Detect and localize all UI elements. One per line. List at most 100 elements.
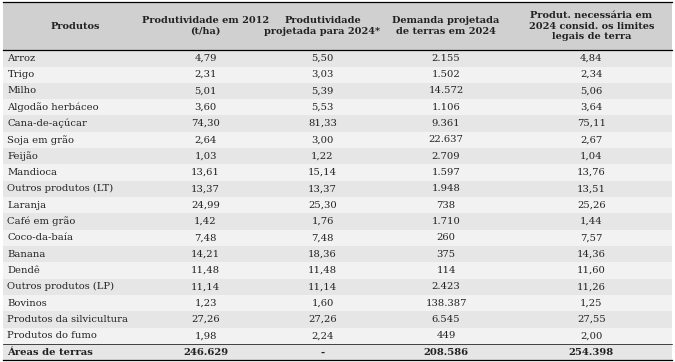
Text: Feijão: Feijão: [7, 151, 38, 161]
Text: 24,99: 24,99: [191, 201, 220, 210]
Text: Produtos: Produtos: [51, 21, 100, 30]
Text: 1.948: 1.948: [431, 184, 460, 193]
Text: 2,67: 2,67: [580, 135, 603, 144]
Text: 13,76: 13,76: [577, 168, 605, 177]
Text: Coco-da-baía: Coco-da-baía: [7, 233, 74, 242]
Text: 14,36: 14,36: [577, 250, 606, 258]
Text: 9.361: 9.361: [432, 119, 460, 128]
Bar: [3, 262, 672, 279]
Text: 1.502: 1.502: [432, 70, 460, 79]
Text: Cana-de-açúcar: Cana-de-açúcar: [7, 119, 87, 129]
Text: 1,22: 1,22: [311, 152, 333, 161]
Text: 11,48: 11,48: [191, 266, 220, 275]
Text: 18,36: 18,36: [308, 250, 337, 258]
Text: 13,51: 13,51: [577, 184, 606, 193]
Text: 5,53: 5,53: [311, 103, 333, 112]
Text: 13,37: 13,37: [308, 184, 337, 193]
Text: 1.710: 1.710: [431, 217, 460, 226]
Bar: [3, 50, 672, 67]
Text: 3,60: 3,60: [194, 103, 217, 112]
Text: Banana: Banana: [7, 250, 46, 258]
Text: 1.106: 1.106: [432, 103, 460, 112]
Text: 1,42: 1,42: [194, 217, 217, 226]
Text: 449: 449: [437, 331, 456, 340]
Text: 14,21: 14,21: [191, 250, 220, 258]
Text: Outros produtos (LT): Outros produtos (LT): [7, 184, 113, 193]
Bar: [3, 148, 672, 164]
Text: 254.398: 254.398: [569, 348, 614, 357]
Text: 138.387: 138.387: [425, 299, 467, 308]
Text: Demanda projetada
de terras em 2024: Demanda projetada de terras em 2024: [392, 16, 500, 36]
Text: 4,79: 4,79: [194, 54, 217, 63]
Text: 27,26: 27,26: [191, 315, 220, 324]
Text: 208.586: 208.586: [423, 348, 468, 357]
Text: 7,48: 7,48: [194, 233, 217, 242]
Text: 11,14: 11,14: [308, 282, 337, 291]
Text: 74,30: 74,30: [191, 119, 220, 128]
Text: 75,11: 75,11: [577, 119, 606, 128]
Text: 22.637: 22.637: [429, 135, 464, 144]
Text: 2.709: 2.709: [432, 152, 460, 161]
Text: 27,26: 27,26: [308, 315, 337, 324]
Text: Produtividade
projetada para 2024*: Produtividade projetada para 2024*: [265, 16, 381, 36]
Text: 5,50: 5,50: [311, 54, 333, 63]
Bar: [3, 230, 672, 246]
Text: 375: 375: [437, 250, 456, 258]
Text: Mandioca: Mandioca: [7, 168, 57, 177]
Bar: [3, 295, 672, 311]
Text: 2,64: 2,64: [194, 135, 217, 144]
Text: 25,30: 25,30: [308, 201, 337, 210]
Text: Café em grão: Café em grão: [7, 216, 76, 226]
Text: 5,06: 5,06: [580, 87, 603, 96]
Text: -: -: [321, 348, 325, 357]
Text: 1,76: 1,76: [311, 217, 333, 226]
Text: 2.423: 2.423: [432, 282, 460, 291]
Bar: [3, 311, 672, 328]
Text: 7,48: 7,48: [311, 233, 333, 242]
Text: 3,03: 3,03: [311, 70, 333, 79]
Bar: [3, 213, 672, 230]
Text: 7,57: 7,57: [580, 233, 603, 242]
Bar: [3, 328, 672, 344]
Text: 11,14: 11,14: [191, 282, 220, 291]
Text: Algodão herbáceo: Algodão herbáceo: [7, 102, 99, 112]
Text: Produt. necessária em
2024 consid. os limites
legais de terra: Produt. necessária em 2024 consid. os li…: [529, 11, 654, 41]
Text: 2,31: 2,31: [194, 70, 217, 79]
Text: 246.629: 246.629: [183, 348, 228, 357]
Text: 1.597: 1.597: [432, 168, 460, 177]
Text: 5,01: 5,01: [194, 87, 217, 96]
Text: Milho: Milho: [7, 87, 36, 96]
Text: Arroz: Arroz: [7, 54, 36, 63]
Text: 13,37: 13,37: [191, 184, 220, 193]
Text: 14.572: 14.572: [429, 87, 464, 96]
Text: Bovinos: Bovinos: [7, 299, 47, 308]
Bar: [3, 246, 672, 262]
Bar: [3, 67, 672, 83]
Text: 1,04: 1,04: [580, 152, 603, 161]
Text: 11,48: 11,48: [308, 266, 337, 275]
Bar: [3, 197, 672, 213]
Bar: [3, 115, 672, 132]
Text: 11,26: 11,26: [577, 282, 606, 291]
Text: 1,03: 1,03: [194, 152, 217, 161]
Bar: [3, 164, 672, 181]
Text: Produtividade em 2012
(t/ha): Produtividade em 2012 (t/ha): [142, 16, 269, 36]
Text: 2,34: 2,34: [580, 70, 603, 79]
Bar: [3, 99, 672, 115]
Text: 3,00: 3,00: [311, 135, 333, 144]
Text: Outros produtos (LP): Outros produtos (LP): [7, 282, 115, 291]
Text: 1,60: 1,60: [311, 299, 333, 308]
Text: 2.155: 2.155: [432, 54, 460, 63]
Text: 81,33: 81,33: [308, 119, 337, 128]
Bar: [3, 279, 672, 295]
Bar: [3, 344, 672, 360]
Bar: [3, 83, 672, 99]
Text: 1,23: 1,23: [194, 299, 217, 308]
Bar: [3, 181, 672, 197]
Text: Soja em grão: Soja em grão: [7, 135, 74, 145]
Text: 2,24: 2,24: [311, 331, 333, 340]
Text: 2,00: 2,00: [580, 331, 603, 340]
Text: 1,44: 1,44: [580, 217, 603, 226]
Bar: [3, 132, 672, 148]
Text: Áreas de terras: Áreas de terras: [7, 348, 93, 357]
